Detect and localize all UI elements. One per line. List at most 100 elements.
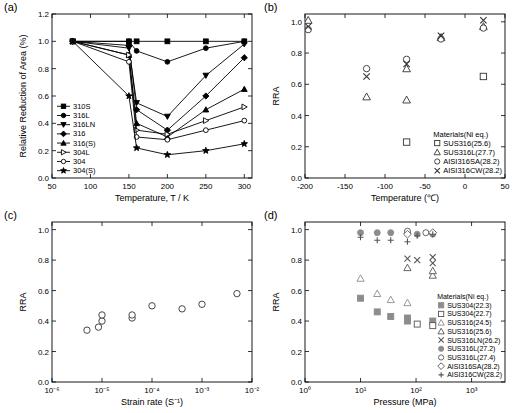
y-tick bbox=[248, 229, 252, 230]
y-tick bbox=[305, 290, 309, 291]
y-axis-label: RRA bbox=[271, 292, 281, 311]
legend-marker bbox=[439, 337, 444, 342]
data-point bbox=[84, 327, 90, 333]
x-tick bbox=[385, 14, 386, 18]
x-tick bbox=[471, 222, 472, 226]
legend-marker bbox=[439, 372, 444, 377]
data-point bbox=[430, 260, 436, 266]
data-point bbox=[387, 296, 394, 302]
data-point bbox=[430, 323, 436, 329]
y-tick-label: 0.0 bbox=[38, 378, 50, 387]
data-point bbox=[203, 46, 208, 51]
data-point bbox=[404, 256, 410, 262]
x-tick bbox=[167, 14, 168, 18]
x-tick-label: 250 bbox=[199, 182, 213, 191]
y-tick bbox=[52, 96, 56, 97]
data-point bbox=[305, 23, 311, 29]
legend-marker bbox=[438, 320, 444, 326]
data-point bbox=[363, 73, 369, 79]
data-point bbox=[126, 42, 132, 48]
data-point bbox=[430, 254, 436, 260]
panel: (c)10⁻⁶10⁻⁵10⁻⁴10⁻³10⁻²0.00.20.40.60.81.… bbox=[4, 209, 260, 407]
series-line bbox=[73, 41, 245, 116]
series-line bbox=[73, 41, 245, 139]
y-tick bbox=[248, 260, 252, 261]
data-point bbox=[429, 267, 436, 273]
y-tick bbox=[248, 351, 252, 352]
legend: Materials(Ni eq.)SUS316(25.6)SUS316L(27.… bbox=[433, 130, 502, 176]
y-tick-label: 0.8 bbox=[291, 49, 303, 58]
plot-frame bbox=[305, 222, 505, 382]
legend-label: SUS316(24.5) bbox=[447, 319, 491, 327]
data-point bbox=[305, 16, 312, 23]
data-point bbox=[438, 33, 444, 39]
legend-label: 316LN bbox=[73, 120, 95, 129]
legend-label: 304(S) bbox=[73, 166, 96, 175]
data-point bbox=[363, 93, 371, 100]
y-tick bbox=[501, 321, 505, 322]
x-tick bbox=[205, 14, 206, 18]
y-tick bbox=[248, 14, 252, 15]
x-tick bbox=[305, 14, 306, 18]
data-point bbox=[403, 139, 409, 145]
x-tick-label: 100 bbox=[84, 182, 98, 191]
data-point bbox=[126, 52, 132, 57]
y-tick bbox=[501, 84, 505, 85]
x-tick bbox=[102, 222, 103, 226]
x-tick-label: 10³ bbox=[466, 386, 478, 395]
y-tick bbox=[305, 351, 309, 352]
data-point bbox=[203, 93, 209, 99]
figure: (a)501001502002503000.00.20.40.60.81.01.… bbox=[0, 0, 524, 413]
data-point bbox=[127, 52, 132, 58]
data-point bbox=[241, 42, 247, 47]
data-point bbox=[403, 65, 411, 72]
data-point bbox=[403, 61, 409, 67]
x-tick bbox=[52, 222, 53, 226]
x-tick bbox=[244, 174, 245, 178]
y-tick bbox=[52, 351, 56, 352]
x-tick-label: 10⁻⁴ bbox=[144, 386, 160, 395]
y-tick bbox=[501, 178, 505, 179]
plot-frame bbox=[305, 14, 505, 178]
data-point bbox=[179, 306, 185, 312]
y-tick bbox=[501, 21, 505, 22]
x-tick bbox=[305, 174, 306, 178]
data-point bbox=[404, 318, 410, 324]
y-tick bbox=[248, 290, 252, 291]
y-axis-label: RRA bbox=[18, 292, 28, 311]
data-point bbox=[388, 237, 394, 243]
x-tick bbox=[167, 174, 168, 178]
data-point bbox=[430, 231, 436, 237]
y-tick-label: 1.0 bbox=[38, 37, 50, 46]
legend-label: SUS316(25.6) bbox=[447, 328, 491, 336]
legend-label: SUS316(25.6) bbox=[443, 139, 491, 148]
x-tick-label: 300 bbox=[238, 182, 252, 191]
y-tick-label: 0.2 bbox=[291, 348, 303, 357]
y-tick bbox=[52, 14, 56, 15]
data-point bbox=[204, 118, 209, 124]
y-tick bbox=[248, 382, 252, 383]
x-tick bbox=[252, 222, 253, 226]
y-tick bbox=[305, 229, 309, 230]
panel-label: (a) bbox=[4, 1, 17, 13]
x-tick-label: 10⁻² bbox=[245, 386, 260, 395]
data-point bbox=[404, 264, 411, 270]
legend: 310S316L316LN316316(S)304L304304(S) bbox=[57, 102, 96, 175]
y-tick bbox=[248, 96, 252, 97]
y-tick bbox=[52, 290, 56, 291]
legend-label: SUS304(22.3) bbox=[447, 302, 491, 310]
legend-label: SUS316L(27.2) bbox=[447, 345, 495, 353]
data-point bbox=[242, 118, 247, 123]
x-tick bbox=[425, 174, 426, 178]
x-tick bbox=[345, 174, 346, 178]
y-tick bbox=[501, 382, 505, 383]
legend-label: 310S bbox=[73, 102, 91, 111]
legend-label: SUS316L(27.7) bbox=[443, 148, 495, 157]
y-tick bbox=[52, 123, 56, 124]
x-tick-label: 10² bbox=[410, 386, 422, 395]
data-point bbox=[241, 140, 247, 146]
x-tick-label: 10¹ bbox=[355, 386, 367, 395]
data-point bbox=[241, 55, 247, 61]
y-tick-label: 1.0 bbox=[291, 18, 303, 27]
data-point bbox=[388, 313, 394, 319]
